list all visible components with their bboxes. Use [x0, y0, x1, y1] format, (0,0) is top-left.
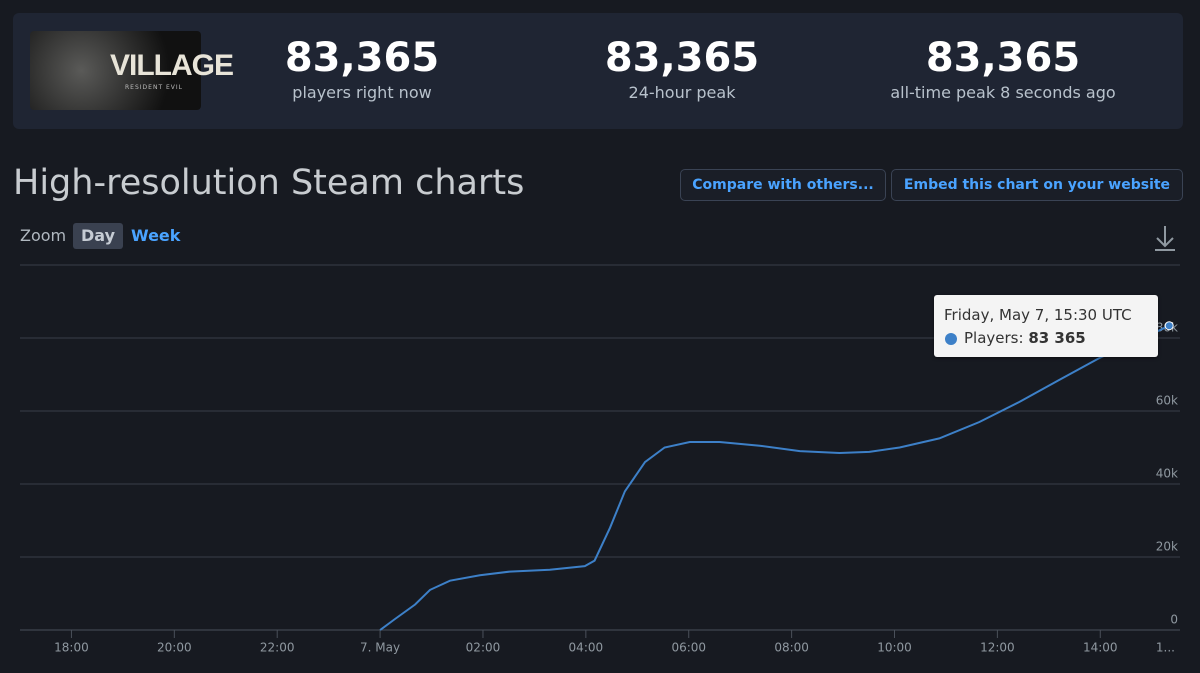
- x-tick-label: 06:00: [671, 641, 706, 655]
- tooltip-dot: [945, 333, 957, 345]
- y-tick-label: 40k: [1156, 467, 1178, 481]
- x-tick-label: 10:00: [877, 641, 912, 655]
- embed-button[interactable]: Embed this chart on your website: [891, 169, 1183, 201]
- zoom-day[interactable]: Day: [73, 223, 123, 249]
- x-tick-label: 22:00: [260, 641, 295, 655]
- download-icon[interactable]: [1155, 226, 1175, 251]
- x-tick-label: 18:00: [54, 641, 89, 655]
- x-tick-label: 12:00: [980, 641, 1015, 655]
- stat: 83,365 all-time peak 8 seconds ago: [843, 33, 1163, 102]
- zoom-label: Zoom: [20, 226, 67, 245]
- tooltip: Friday, May 7, 15:30 UTC Players: 83 365: [934, 295, 1158, 357]
- x-tick-label: 14:00: [1083, 641, 1118, 655]
- stat-label: players right now: [292, 83, 432, 102]
- compare-button[interactable]: Compare with others...: [680, 169, 886, 201]
- logo-subtitle: RESIDENT EVIL: [125, 84, 184, 91]
- tooltip-value: 83 365: [1028, 329, 1086, 347]
- tooltip-title: Friday, May 7, 15:30 UTC: [944, 306, 1132, 324]
- zoom-week[interactable]: Week: [131, 226, 181, 245]
- x-tick-label: 04:00: [569, 641, 604, 655]
- x-tick-label: 08:00: [774, 641, 809, 655]
- x-tick-label: 20:00: [157, 641, 192, 655]
- y-tick-label: 60k: [1156, 394, 1178, 408]
- stat-value: 83,365: [284, 35, 440, 81]
- y-tick-label: 0: [1170, 613, 1178, 627]
- game-logo[interactable]: VILLAGE RESIDENT EVIL: [30, 31, 234, 110]
- x-tick-label: 7. May: [360, 641, 400, 655]
- x-tick-label: 1...: [1156, 641, 1175, 655]
- stat-label: all-time peak 8 seconds ago: [890, 83, 1116, 102]
- stat-label: 24-hour peak: [628, 83, 736, 102]
- y-tick-label: 20k: [1156, 540, 1178, 554]
- stat: 83,365 players right now: [202, 33, 522, 102]
- x-tick-label: 02:00: [466, 641, 501, 655]
- tooltip-label: Players:: [964, 329, 1024, 347]
- stat-value: 83,365: [604, 35, 760, 81]
- series-line: [379, 324, 1170, 631]
- page-title: High-resolution Steam charts: [13, 163, 525, 203]
- logo-title: VILLAGE: [110, 49, 234, 82]
- tooltip-row: Players: 83 365: [964, 329, 1086, 347]
- hover-point: [1164, 321, 1174, 331]
- stat-value: 83,365: [925, 35, 1081, 81]
- stats-panel: [13, 13, 1183, 129]
- stat: 83,365 24-hour peak: [522, 33, 842, 102]
